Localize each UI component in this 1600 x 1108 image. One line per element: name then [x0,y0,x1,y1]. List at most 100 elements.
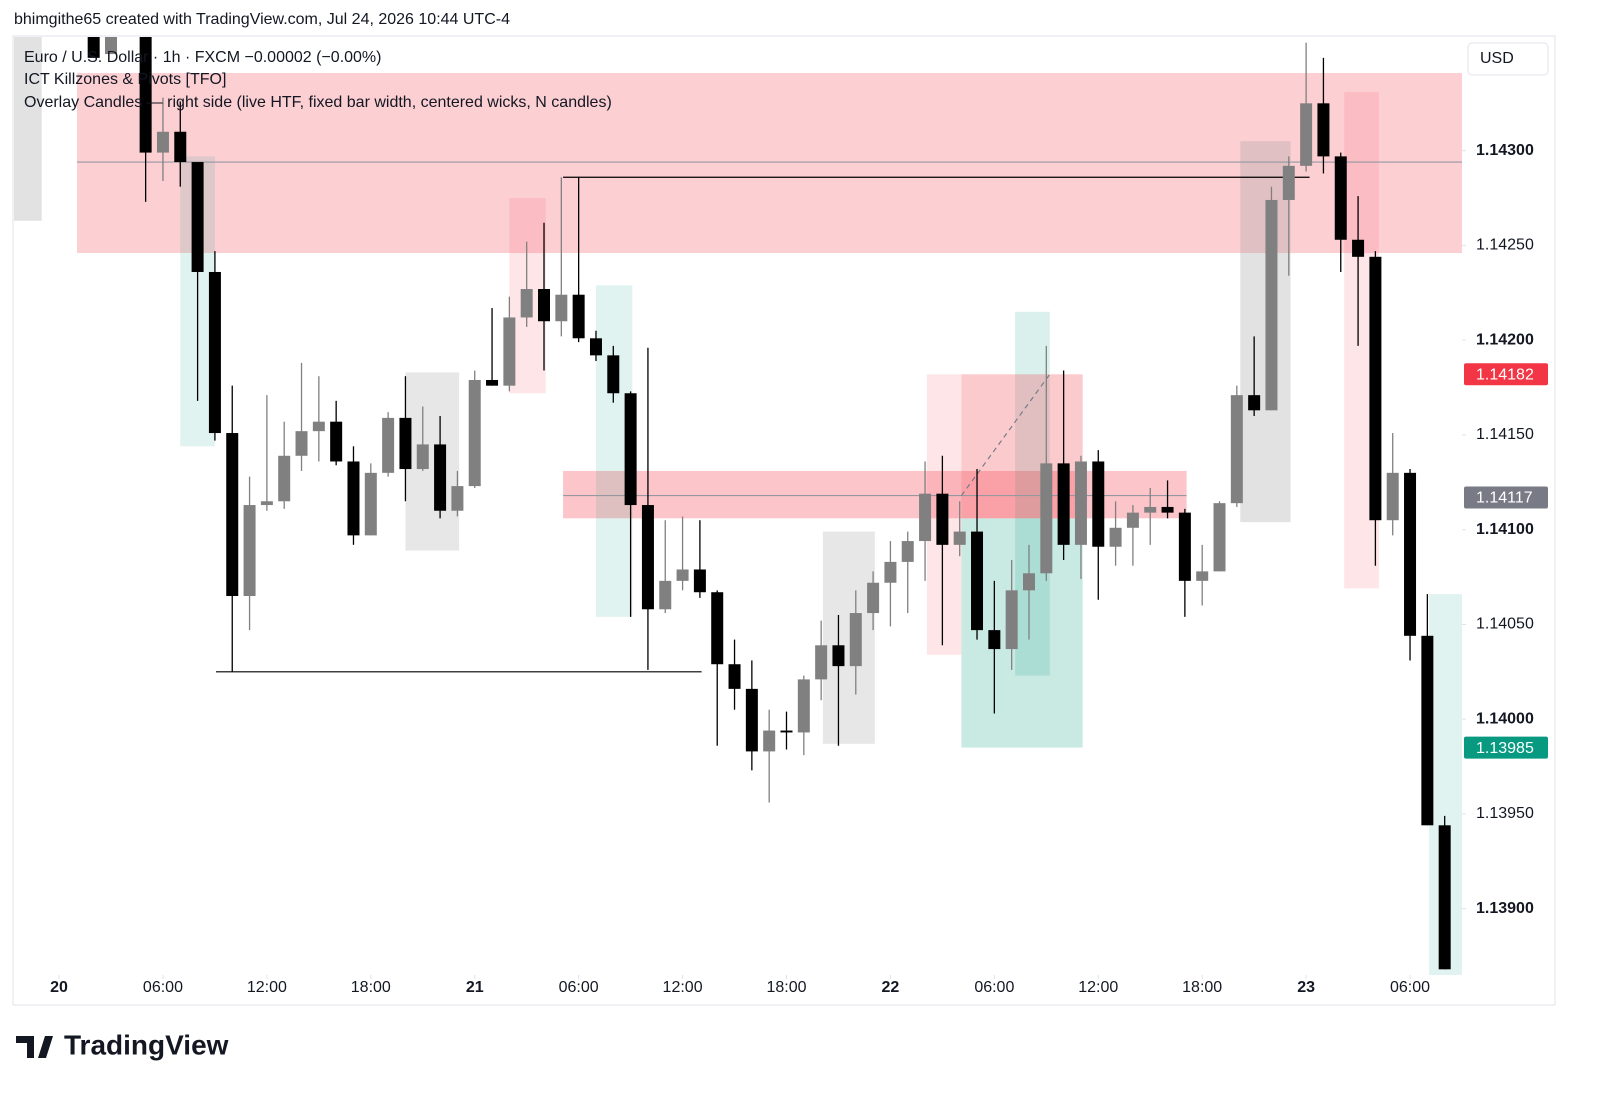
candle-body [1057,463,1070,545]
candle-body [278,455,291,502]
axes: 1.13900 1.13950 1.14000 1.14050 1.14100 1.141… [50,142,1548,996]
price-label: 1.14182 [1476,367,1534,384]
y-tick-label: 1.14100 [1476,521,1534,538]
candle-body [330,421,343,462]
candle-body [589,338,602,356]
candle-body [797,679,810,733]
legend-line: ICT Killzones & Pivots [TFO] [24,71,226,88]
candle-body [1092,461,1105,547]
candle-body [849,613,862,667]
currency: USD [1480,50,1514,67]
zone [822,531,875,744]
zone [1240,141,1291,523]
candle-body [555,294,568,322]
x-tick-label: 18:00 [1182,979,1222,996]
candle-body [1421,635,1434,826]
logo-text: TradingView [64,1029,229,1060]
candle-body [1369,256,1382,521]
candle-body [884,561,897,583]
candle-body [1005,590,1018,650]
candle-body [1386,472,1399,521]
candle-body [676,569,689,581]
candle-body [1144,506,1157,513]
x-tick-label: 12:00 [1078,979,1118,996]
candle-body [641,505,654,610]
candle-body [659,580,672,610]
candle-body [780,730,793,733]
price-label: 1.13985 [1476,740,1534,757]
candle-body [815,645,828,680]
x-tick-label: 06:00 [974,979,1014,996]
legend-line: Overlay Candles — right side (live HTF, … [24,94,612,111]
price-label: 1.14117 [1476,490,1533,507]
x-tick-label: 18:00 [351,979,391,996]
candle-body [953,531,966,545]
candle-body [728,664,741,689]
candle-body [174,131,187,163]
candle-body [1109,527,1122,547]
chart-frame [12,35,1556,1006]
candle-body [364,472,377,536]
legend-line: Euro / U.S. Dollar · 1h · FXCM −0.00002 … [24,49,381,66]
candle-body [867,582,880,614]
candle-body [1230,395,1243,504]
candle-body [693,569,706,593]
candle-body [624,393,637,506]
candle-body [451,486,464,511]
x-tick-label: 20 [50,979,68,996]
logo: TradingView [16,1029,229,1060]
zone [405,372,460,551]
candle-body [1317,103,1330,157]
logo-icon [16,1036,53,1058]
y-tick-label: 1.14150 [1476,426,1534,443]
candle-body [1178,512,1191,581]
candle-body [1126,512,1139,528]
x-tick-label: 12:00 [247,979,287,996]
candle-body [572,294,585,339]
currency-box[interactable] [1467,42,1549,76]
candle-body [1265,199,1278,411]
candle-body [520,289,533,318]
x-tick-label: 06:00 [559,979,599,996]
candle-body [139,37,152,153]
candle-body [711,592,724,665]
candle-body [832,645,845,667]
candle-body [434,444,447,511]
candle-body [486,379,499,386]
x-tick-label: 18:00 [766,979,806,996]
candle-body [87,37,100,58]
candle-body [156,131,169,153]
x-tick-label: 21 [466,979,484,996]
candle-body [295,431,308,456]
candle-body [1161,506,1174,513]
candle-body [988,630,1001,650]
x-tick-label: 23 [1297,979,1315,996]
y-tick-label: 1.14050 [1476,616,1534,633]
x-tick-label: 22 [882,979,900,996]
candle-body [208,271,221,434]
candle-body [399,417,412,470]
y-tick-label: 1.14250 [1476,237,1534,254]
zone [14,37,42,221]
level-line [960,373,1051,496]
candle-body [1196,571,1209,581]
candle-body [607,355,620,394]
candle-body [1248,395,1261,411]
candle-body [226,433,239,597]
candle-body [312,421,325,432]
candle-body [1352,239,1365,257]
candle-body [104,37,117,55]
candle-body [191,162,204,272]
x-tick-label: 06:00 [143,979,183,996]
candle-body [1213,503,1226,572]
candle-body [971,531,984,631]
y-tick-label: 1.14000 [1476,710,1534,727]
candle-body [1438,825,1451,970]
price-label-box [1464,736,1548,759]
candle-body [468,379,481,487]
candle-body [347,461,360,536]
y-tick-label: 1.14300 [1476,142,1534,159]
candle-body [745,688,758,752]
y-tick-label: 1.14200 [1476,331,1534,348]
